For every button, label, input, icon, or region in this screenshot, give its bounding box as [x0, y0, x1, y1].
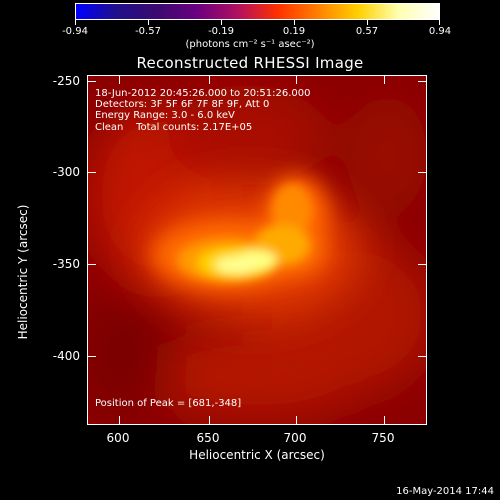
y-tick-label: -400: [52, 349, 80, 363]
generation-date: 16-May-2014 17:44: [396, 486, 494, 497]
colorbar-tick: [294, 20, 295, 25]
plot-title: Reconstructed RHESSI Image: [136, 54, 364, 72]
flare-source: [177, 184, 312, 282]
y-tick-label: -300: [52, 165, 80, 179]
colorbar-units: (photons cm⁻² s⁻¹ asec⁻²): [185, 39, 315, 50]
y-tick-label: -350: [52, 257, 80, 271]
time-range-text: 18-Jun-2012 20:45:26.000 to 20:51:26.000: [95, 88, 311, 99]
x-tick-label: 600: [106, 431, 130, 445]
detectors-text: Detectors: 3F 5F 6F 7F 8F 9F, Att 0: [95, 99, 270, 110]
x-tick-label: 750: [371, 431, 395, 445]
energy-range-text: Energy Range: 3.0 - 6.0 keV: [95, 110, 235, 121]
colorbar-tick: [367, 20, 368, 25]
x-tick-label: 700: [283, 431, 307, 445]
y-axis-title: Heliocentric Y (arcsec): [16, 204, 30, 340]
colorbar-tick-label: 0.94: [428, 26, 452, 37]
colorbar: [75, 3, 440, 20]
rhessi-image-svg: [87, 75, 427, 425]
colorbar-tick-label: 0.57: [355, 26, 379, 37]
colorbar-tick: [75, 20, 76, 25]
peak-position-text: Position of Peak = [681,-348]: [95, 398, 242, 409]
colorbar-tick: [439, 20, 440, 25]
x-axis-title: Heliocentric X (arcsec): [189, 448, 325, 462]
x-tick-label: 650: [196, 431, 220, 445]
y-tick-label: -250: [52, 74, 80, 88]
colorbar-tick-label: -0.57: [135, 26, 161, 37]
clean-counts-text: Clean Total counts: 2.17E+05: [95, 122, 253, 133]
plot-axes: [87, 75, 427, 425]
background-emission: [87, 85, 427, 420]
colorbar-tick-label: -0.19: [208, 26, 234, 37]
rhessi-image: [87, 75, 427, 425]
colorbar-tick-label: 0.19: [282, 26, 306, 37]
colorbar-tick: [221, 20, 222, 25]
colorbar-tick-label: -0.94: [62, 26, 88, 37]
colorbar-tick: [148, 20, 149, 25]
